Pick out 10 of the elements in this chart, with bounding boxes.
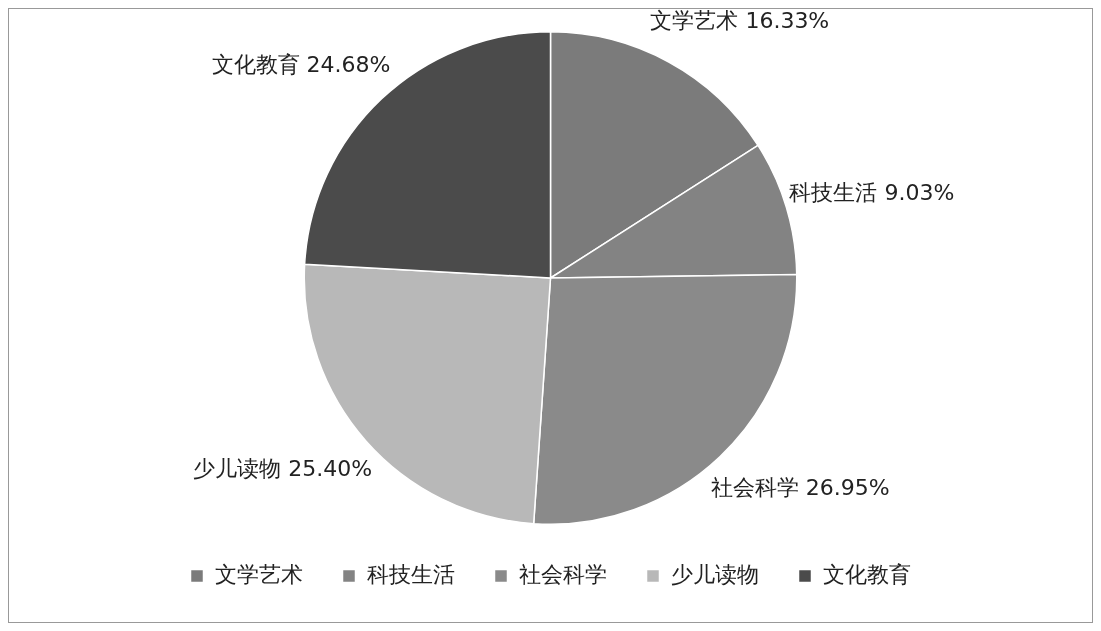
legend-label: 科技生活 xyxy=(366,561,455,587)
legend-label: 文化教育 xyxy=(822,561,911,587)
category-label: 社会科学 26.95% xyxy=(710,475,890,501)
category-label: 文学艺术 16.33% xyxy=(650,8,830,34)
category-label: 科技生活 9.03% xyxy=(789,179,955,205)
legend-label: 文学艺术 xyxy=(214,561,303,587)
category-label: 少儿读物 25.40% xyxy=(193,456,373,482)
category-label: 文化教育 24.68% xyxy=(211,52,391,78)
legend-label: 少儿读物 xyxy=(670,561,759,587)
legend-label: 社会科学 xyxy=(518,561,607,587)
